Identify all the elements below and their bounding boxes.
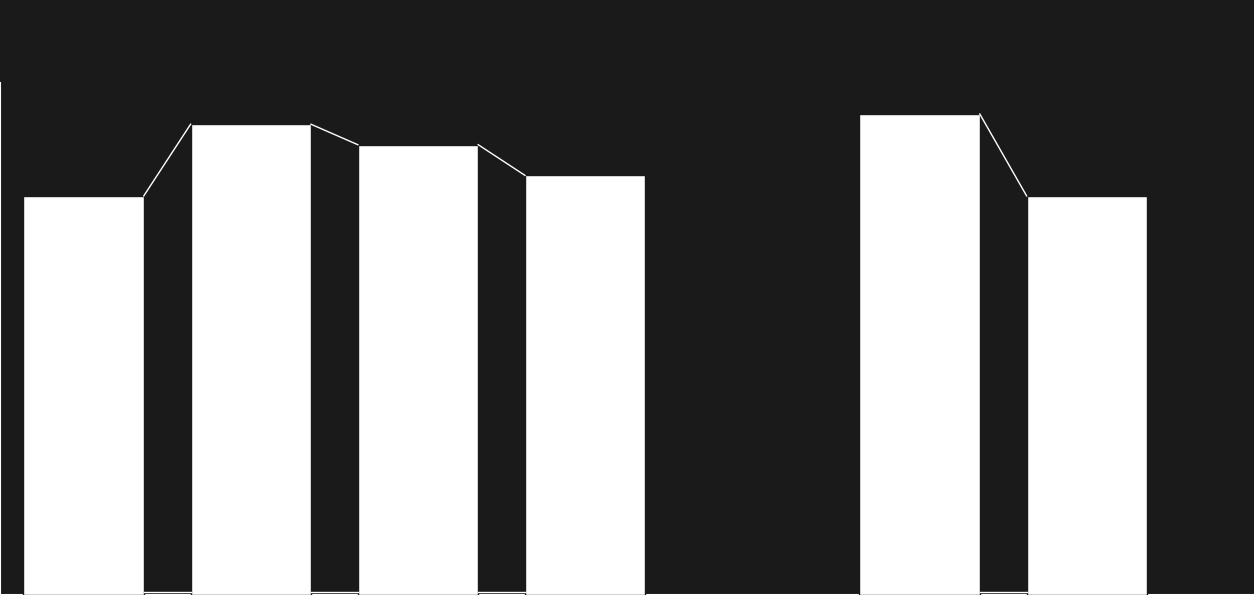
Bar	[859, 114, 979, 595]
Bar	[357, 145, 478, 595]
Bar	[191, 124, 311, 595]
Bar	[24, 196, 144, 595]
Bar	[525, 176, 646, 595]
Bar	[1027, 196, 1147, 595]
Legend: Begeleiding, Rolstoelvoorziening, Huishoudelijke hulp, Woonvoorziening, Vervoers: Begeleiding, Rolstoelvoorziening, Huisho…	[58, 33, 875, 58]
